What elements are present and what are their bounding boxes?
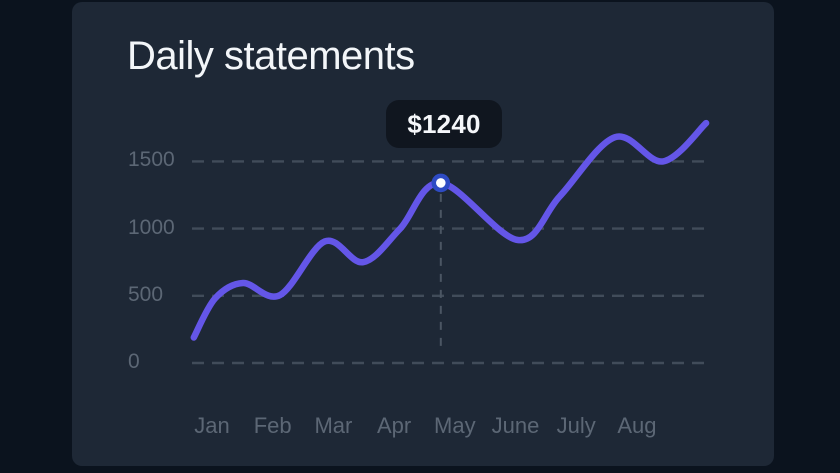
- chart-title: Daily statements: [127, 34, 415, 78]
- y-axis-tick-label: 1500: [128, 148, 175, 172]
- y-axis-tick-label: 1000: [128, 215, 175, 239]
- x-axis-tick-label: Aug: [617, 413, 657, 438]
- line-series: [190, 119, 710, 341]
- x-axis-tick-label: Apr: [376, 413, 412, 438]
- x-axis-tick-label: Mar: [314, 413, 353, 438]
- x-axis-tick-label: May: [434, 413, 476, 438]
- x-axis-tick-label: Feb: [253, 413, 292, 438]
- x-axis-tick-label: Jan: [194, 413, 230, 438]
- data-point-marker-core: [436, 178, 446, 188]
- x-axis-tick-label: June: [491, 413, 540, 438]
- tooltip-value: $1240: [407, 108, 481, 139]
- tooltip: $1240: [386, 100, 502, 148]
- x-axis-tick-label: July: [556, 413, 596, 438]
- y-axis-tick-label: 0: [128, 350, 140, 373]
- y-axis-tick-label: 500: [128, 282, 164, 306]
- daily-statements-card: Daily statements: [72, 2, 774, 466]
